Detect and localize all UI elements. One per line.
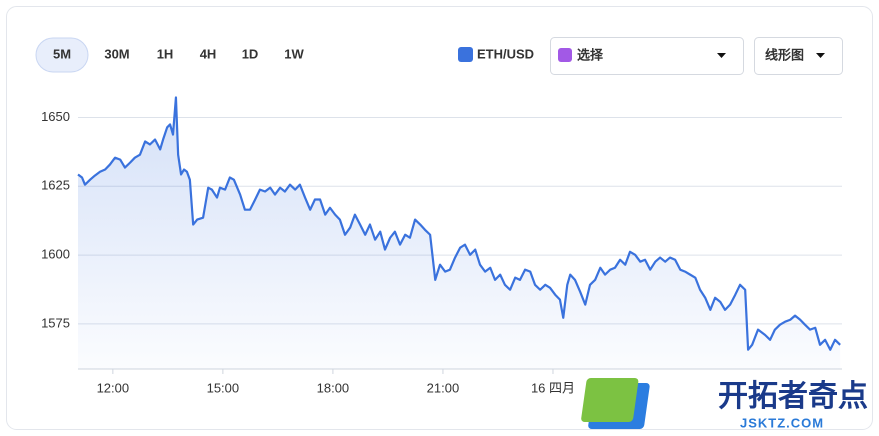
dropdown-caret	[717, 53, 726, 58]
x-tick-label: 21:00	[427, 380, 460, 395]
area-fill	[78, 97, 841, 370]
timeframe-button[interactable]: 4H	[200, 46, 217, 61]
timeframe-button[interactable]: 5M	[35, 37, 89, 73]
y-tick-label: 1600	[41, 247, 70, 262]
chart-type-dropdown[interactable]: 线形图	[754, 37, 843, 75]
price-line	[77, 96, 841, 351]
watermark-logo-front	[581, 378, 639, 422]
x-tick-label: 16 四月	[531, 380, 575, 395]
x-tick-label: 18:00	[317, 380, 350, 395]
compare-dropdown[interactable]: 选择	[550, 37, 744, 75]
legend-swatch	[458, 47, 473, 62]
x-tick-label: 12:00	[97, 380, 130, 395]
compare-swatch	[558, 48, 572, 62]
watermark-subtitle: JSKTZ.COM	[740, 415, 824, 430]
y-tick-label: 1650	[41, 109, 70, 124]
timeframe-button[interactable]: 1H	[157, 46, 174, 61]
x-tick-label: 15:00	[207, 380, 240, 395]
dropdown-caret	[816, 53, 825, 58]
timeframe-label[interactable]: 1H	[157, 46, 174, 61]
timeframe-label[interactable]: 5M	[53, 46, 71, 61]
dropdown-label[interactable]: 线形图	[765, 47, 804, 62]
watermark: 开拓者奇点 JSKTZ.COM	[581, 378, 868, 430]
timeframe-label[interactable]: 1D	[242, 46, 259, 61]
y-tick-label: 1575	[41, 315, 70, 330]
timeframe-active-bg	[35, 37, 89, 73]
watermark-title: 开拓者奇点	[718, 380, 868, 413]
timeframe-button[interactable]: 30M	[104, 46, 129, 61]
legend-label: ETH/USD	[477, 46, 534, 61]
timeframe-button[interactable]: 1W	[284, 46, 304, 61]
timeframe-button[interactable]: 1D	[242, 46, 259, 61]
dropdown-box	[550, 37, 744, 75]
timeframe-label[interactable]: 1W	[284, 46, 304, 61]
y-tick-label: 1625	[41, 178, 70, 193]
dropdown-box	[754, 37, 843, 75]
dropdown-label[interactable]: 选择	[577, 47, 604, 62]
timeframe-label[interactable]: 4H	[200, 46, 217, 61]
timeframe-label[interactable]: 30M	[104, 46, 129, 61]
